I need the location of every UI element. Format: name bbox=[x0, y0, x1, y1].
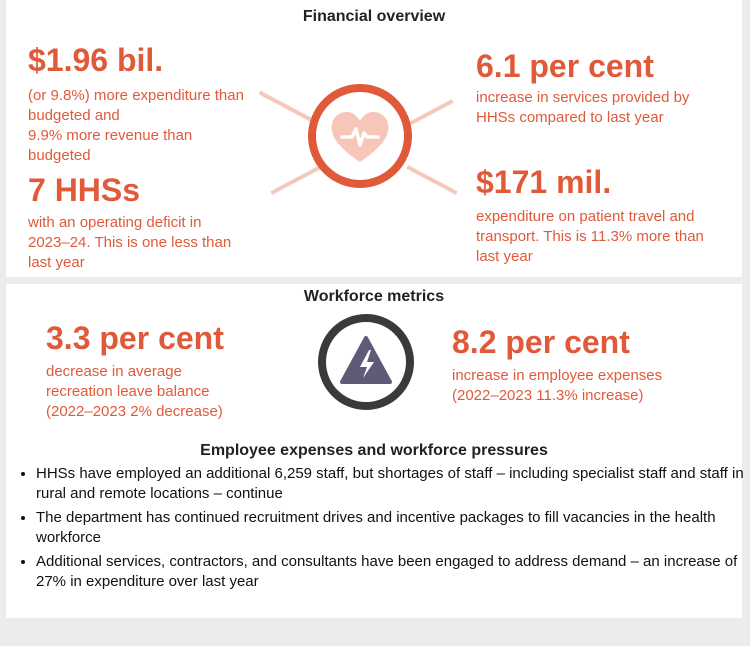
workforce-metrics-title: Workforce metrics bbox=[303, 288, 445, 305]
stat-desc-services-increase: increase in services provided by HHSs co… bbox=[476, 89, 690, 126]
stat-desc-leave-balance: decrease in average recreation leave bal… bbox=[46, 363, 223, 420]
list-item: The department has continued recruitment… bbox=[36, 508, 750, 548]
pressures-list: HHSs have employed an additional 6,259 s… bbox=[16, 464, 750, 596]
stat-desc-hhs-deficit: with an operating deficit in 2023–24. Th… bbox=[28, 214, 232, 271]
stat-value-hhs-deficit: 7 HHSs bbox=[28, 172, 141, 208]
lightning-warning-icon bbox=[318, 314, 414, 410]
pressures-title: Employee expenses and workforce pressure… bbox=[200, 442, 548, 459]
decorative-ray bbox=[406, 165, 458, 195]
list-item: Additional services, contractors, and co… bbox=[36, 552, 750, 592]
heart-pulse-icon bbox=[308, 84, 412, 188]
stat-value-services-increase: 6.1 per cent bbox=[476, 48, 654, 84]
stat-value-expenditure: $1.96 bil. bbox=[28, 42, 164, 78]
financial-overview-panel: Financial overview $1.96 bil. (or 9.8%) … bbox=[6, 0, 742, 277]
stat-desc-patient-travel: expenditure on patient travel and transp… bbox=[476, 208, 704, 265]
stat-value-employee-expenses: 8.2 per cent bbox=[452, 324, 630, 360]
decorative-ray bbox=[270, 165, 322, 195]
stat-desc-employee-expenses: increase in employee expenses (2022–2023… bbox=[452, 367, 663, 404]
list-item: HHSs have employed an additional 6,259 s… bbox=[36, 464, 750, 504]
stat-value-patient-travel: $171 mil. bbox=[476, 164, 612, 200]
stat-value-leave-balance: 3.3 per cent bbox=[46, 320, 224, 356]
financial-overview-title: Financial overview bbox=[302, 8, 446, 25]
workforce-metrics-panel: Workforce metrics 3.3 per cent decrease … bbox=[6, 284, 744, 618]
stat-desc-expenditure: (or 9.8%) more expenditure than budgeted… bbox=[28, 87, 244, 164]
